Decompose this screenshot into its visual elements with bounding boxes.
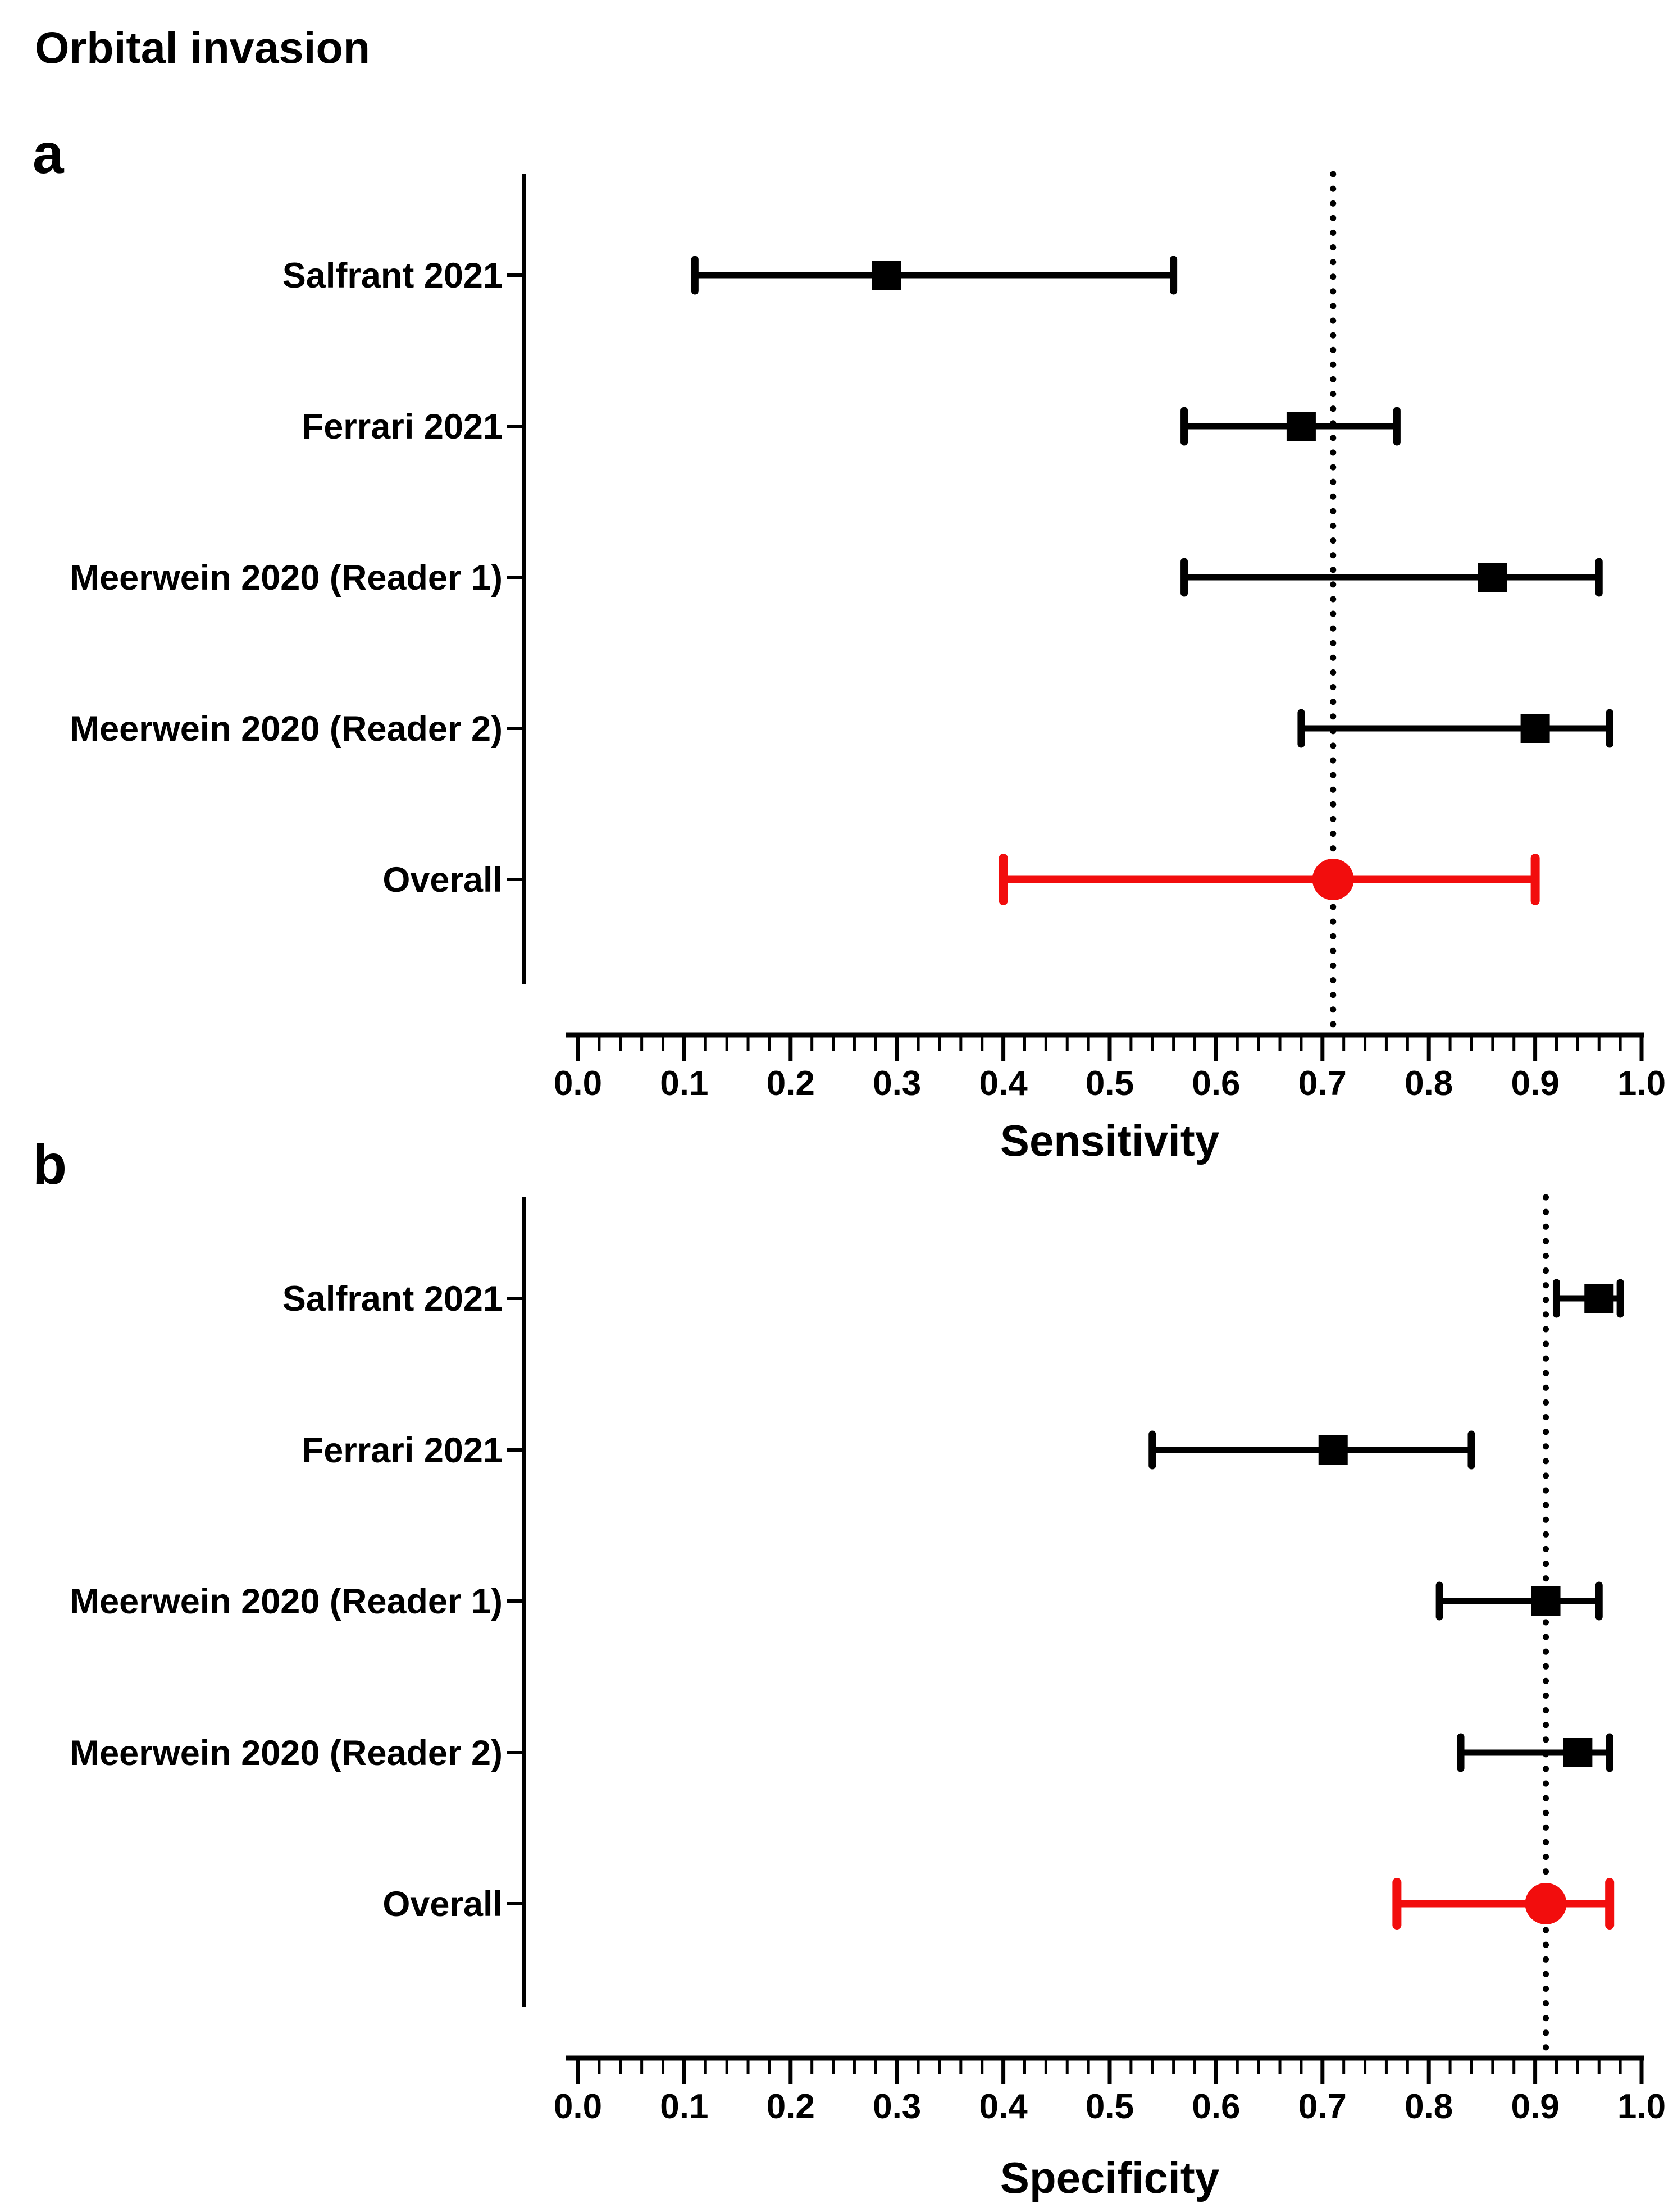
forest-row: Ferrari 2021 <box>302 407 1401 446</box>
forest-row: Meerwein 2020 (Reader 1) <box>70 558 1603 598</box>
x-axis-tick-label: 1.0 <box>1617 1064 1666 1103</box>
forest-row: Meerwein 2020 (Reader 2) <box>70 709 1613 749</box>
x-axis-tick-label: 0.8 <box>1405 2087 1453 2126</box>
study-label: Salfrant 2021 <box>282 256 503 295</box>
study-label: Salfrant 2021 <box>282 1279 503 1319</box>
panel-a-plot: 0.0 0.1 0.2 0.3 0.4 0.5 0.6 0.7 0.8 0.9 1.0 Salfran… <box>70 171 1666 1103</box>
x-axis-tick-label: 0.9 <box>1511 1064 1559 1103</box>
panel-a-letter: a <box>33 122 65 185</box>
study-label: Ferrari 2021 <box>302 1431 503 1470</box>
forest-row: Meerwein 2020 (Reader 2) <box>70 1733 1613 1773</box>
x-axis-tick-label: 0.5 <box>1086 2087 1134 2126</box>
panel-a-xaxis-title: Sensitivity <box>1000 1116 1219 1165</box>
forest-row: Overall <box>382 854 1540 905</box>
study-label: Ferrari 2021 <box>302 407 503 446</box>
x-axis-tick-label: 0.0 <box>554 1064 602 1103</box>
x-axis-tick-label: 0.4 <box>979 1064 1028 1103</box>
study-label: Overall <box>382 860 503 900</box>
summary-point-marker <box>1525 1883 1567 1924</box>
study-label: Meerwein 2020 (Reader 2) <box>70 1734 503 1773</box>
x-axis-tick-label: 0.1 <box>660 2087 708 2126</box>
study-point-marker <box>1318 1435 1348 1465</box>
x-axis-tick-label: 0.8 <box>1405 1064 1453 1103</box>
forest-row: Salfrant 2021 <box>282 1279 1624 1319</box>
study-point-marker <box>1286 412 1316 441</box>
forest-row: Salfrant 2021 <box>282 256 1178 295</box>
study-point-marker <box>1584 1284 1614 1313</box>
study-point-marker <box>1531 1586 1561 1616</box>
study-point-marker <box>1478 563 1507 592</box>
x-axis-tick-label: 0.7 <box>1298 2087 1347 2126</box>
panel-b-plot: 0.0 0.1 0.2 0.3 0.4 0.5 0.6 0.7 0.8 0.9 1.0 Salfran… <box>70 1194 1666 2126</box>
x-axis-tick-label: 0.3 <box>873 1064 921 1103</box>
x-axis-tick-label: 0.4 <box>979 2087 1028 2126</box>
study-label: Meerwein 2020 (Reader 1) <box>70 558 503 598</box>
x-axis-tick-label: 0.3 <box>873 2087 921 2126</box>
x-axis-tick-label: 0.9 <box>1511 2087 1559 2126</box>
study-point-marker <box>872 261 901 290</box>
panel-b-xaxis-title: Specificity <box>1000 2153 1219 2202</box>
x-axis-tick-label: 0.2 <box>767 2087 815 2126</box>
figure-title: Orbital invasion <box>35 22 370 72</box>
forest-row: Ferrari 2021 <box>302 1430 1475 1470</box>
x-axis-tick-label: 0.7 <box>1298 1064 1347 1103</box>
x-axis-tick-label: 0.2 <box>767 1064 815 1103</box>
study-label: Meerwein 2020 (Reader 2) <box>70 709 503 749</box>
x-axis-tick-label: 0.1 <box>660 1064 708 1103</box>
forest-row: Overall <box>382 1878 1615 1930</box>
summary-point-marker <box>1312 859 1354 900</box>
study-point-marker <box>1520 714 1550 743</box>
x-axis-tick-label: 0.0 <box>554 2087 602 2126</box>
x-axis-tick-label: 0.6 <box>1192 2087 1240 2126</box>
study-label: Overall <box>382 1885 503 1924</box>
study-label: Meerwein 2020 (Reader 1) <box>70 1582 503 1621</box>
x-axis-tick-label: 0.6 <box>1192 1064 1240 1103</box>
x-axis-tick-label: 0.5 <box>1086 1064 1134 1103</box>
forest-row: Meerwein 2020 (Reader 1) <box>70 1581 1603 1621</box>
x-axis-tick-label: 1.0 <box>1617 2087 1666 2126</box>
panel-b-letter: b <box>33 1133 67 1196</box>
study-point-marker <box>1563 1738 1593 1767</box>
